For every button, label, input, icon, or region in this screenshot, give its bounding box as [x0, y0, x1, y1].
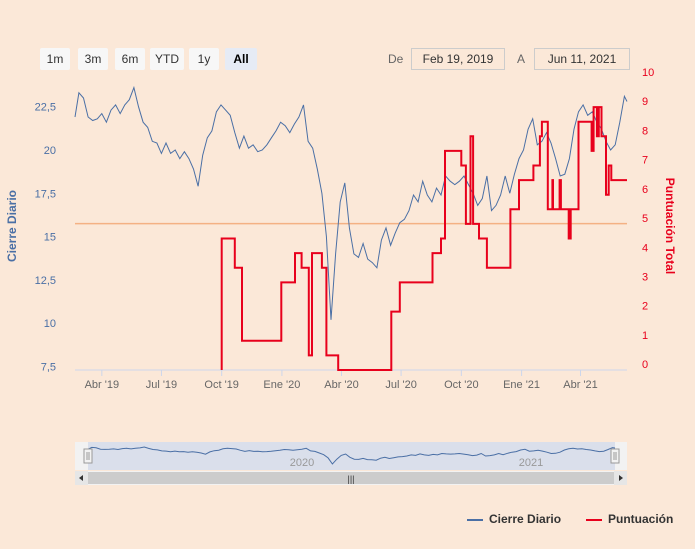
from-date-label: De	[388, 52, 404, 66]
x-axis-tick-label: Abr '19	[85, 379, 120, 391]
right-axis-tick-label: 0	[642, 359, 648, 371]
x-axis-tick-label: Jul '19	[146, 379, 177, 391]
range-button-ytd[interactable]: YTD	[150, 48, 184, 70]
range-button-3m[interactable]: 3m	[78, 48, 108, 70]
legend-item-cierre-diario[interactable]: Cierre Diario	[467, 512, 561, 526]
x-axis-tick-label: Oct '20	[444, 379, 479, 391]
to-date-label: A	[517, 52, 526, 66]
navigator-handle-right[interactable]	[610, 448, 620, 464]
right-axis-tick-label: 5	[642, 213, 648, 225]
scrollbar-grip: |||	[347, 474, 354, 484]
legend-label: Puntuación	[608, 512, 674, 526]
right-axis-tick-label: 8	[642, 125, 648, 137]
right-axis-tick-label: 4	[642, 242, 648, 254]
right-axis-tick-label: 7	[642, 155, 648, 167]
left-axis-tick-label: 15	[44, 232, 56, 244]
navigator-year-label-2020: 2020	[290, 457, 314, 469]
to-date-input[interactable]: Jun 11, 2021	[534, 48, 630, 70]
from-date-input[interactable]: Feb 19, 2019	[411, 48, 505, 70]
scrollbar: |||	[75, 471, 627, 485]
left-axis-tick-label: 10	[44, 318, 56, 330]
left-axis-tick-label: 7,5	[41, 362, 56, 374]
range-button-6m[interactable]: 6m	[115, 48, 145, 70]
scrollbar-thumb[interactable]	[88, 472, 615, 484]
x-axis-tick-label: Abr '20	[324, 379, 359, 391]
right-axis-tick-label: 3	[642, 272, 648, 284]
x-axis-tick-label: Jul '20	[385, 379, 416, 391]
arrow-right-icon	[619, 475, 623, 481]
right-axis-tick-label: 1	[642, 330, 648, 342]
right-axis-title: Puntuación Total	[663, 178, 677, 274]
series-line-puntuacion	[220, 106, 627, 371]
left-axis-tick-label: 22,5	[35, 102, 56, 114]
legend-swatch-score	[586, 518, 602, 521]
range-button-1m[interactable]: 1m	[40, 48, 70, 70]
legend-item-puntuacion[interactable]: Puntuación	[586, 512, 673, 526]
left-axis-tick-label: 17,5	[35, 188, 56, 200]
left-axis-tick-label: 12,5	[35, 275, 56, 287]
left-axis-title: Cierre Diario	[5, 190, 19, 262]
x-axis-tick-label: Oct '19	[204, 379, 239, 391]
navigator: 2020 2021	[75, 442, 627, 470]
right-axis-tick-label: 9	[642, 96, 648, 108]
x-axis-tick-label: Abr '21	[563, 379, 598, 391]
navigator-handle-left[interactable]	[83, 448, 93, 464]
legend-label: Cierre Diario	[489, 512, 562, 526]
plot-area: Abr '19 Jul '19 Oct '19 Ene '20 Abr '20 Jul '…	[35, 67, 655, 391]
range-button-all[interactable]: All	[225, 48, 257, 70]
x-axis-tick-label: Ene '20	[263, 379, 300, 391]
right-axis-tick-label: 2	[642, 301, 648, 313]
legend-swatch-price	[467, 518, 483, 521]
range-button-1y[interactable]: 1y	[189, 48, 219, 70]
navigator-year-label-2021: 2021	[519, 457, 543, 469]
arrow-left-icon	[79, 475, 83, 481]
right-axis-tick-label: 10	[642, 67, 654, 79]
navigator-series-line	[87, 446, 616, 465]
left-axis-tick-label: 20	[44, 145, 56, 157]
right-axis-tick-label: 6	[642, 184, 648, 196]
navigator-selected-range[interactable]	[88, 442, 615, 470]
x-axis-tick-label: Ene '21	[503, 379, 540, 391]
series-line-cierre-diario	[74, 85, 628, 320]
